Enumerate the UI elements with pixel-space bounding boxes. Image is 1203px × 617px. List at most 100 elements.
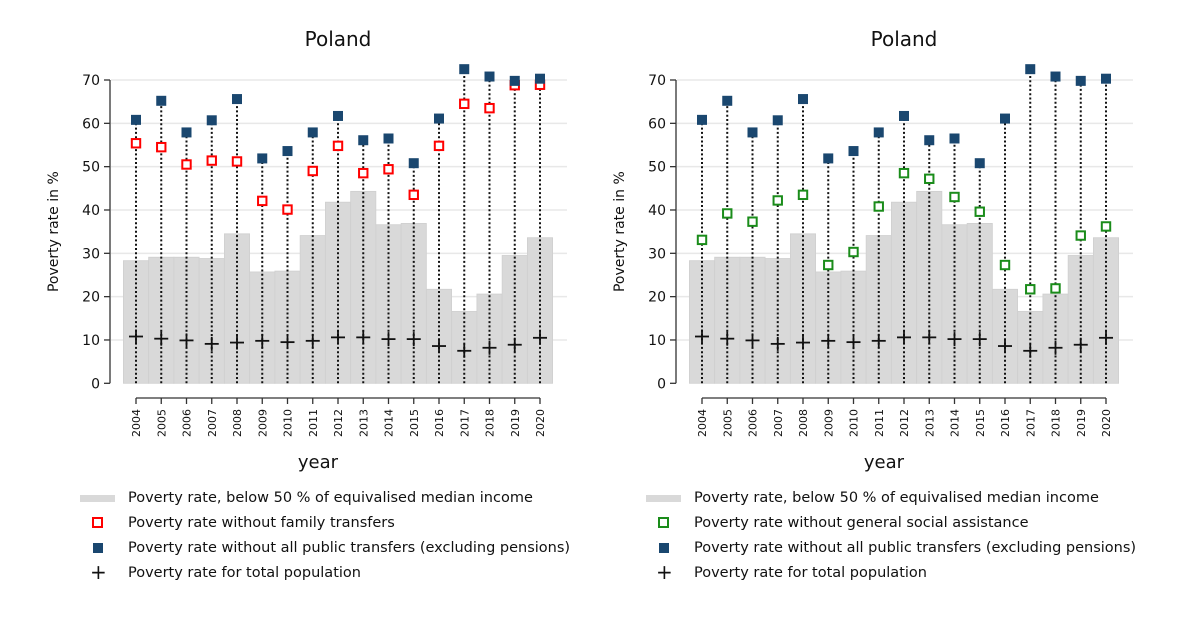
y-tick-label: 60 [82, 116, 100, 132]
plus-marker [154, 331, 169, 346]
plus-icon: + [656, 560, 673, 584]
y-tick-label: 20 [648, 290, 666, 306]
solid-square-marker [257, 153, 268, 164]
plus-marker [179, 333, 194, 348]
y-tick-label: 60 [648, 116, 666, 132]
x-tick-label: 2010 [282, 409, 295, 437]
solid-square-marker [181, 127, 192, 138]
hollow-square-marker [307, 165, 318, 177]
hollow-square-marker [924, 173, 935, 184]
hollow-square-series [696, 167, 1112, 295]
y-tick-label: 40 [648, 203, 666, 219]
x-tick-label: 2004 [696, 409, 709, 437]
hollow-square-marker [408, 189, 419, 201]
y-axis: 0 10 20 30 40 50 60 70 Poverty rate in % [612, 73, 677, 392]
x-axis-title: year [864, 452, 905, 473]
solid-square-marker [1025, 64, 1036, 75]
x-tick-label: 2018 [1050, 409, 1063, 437]
plus-marker [897, 330, 911, 345]
hollow-square-marker [772, 195, 783, 206]
x-tick-label: 2014 [383, 409, 396, 437]
plus-marker [1073, 337, 1088, 352]
hollow-square-marker [1025, 284, 1036, 295]
hollow-square-marker [1075, 230, 1086, 241]
x-tick-label: 2007 [772, 409, 785, 437]
plus-marker [922, 330, 937, 345]
hollow-square-marker [747, 216, 758, 227]
bar [400, 223, 427, 384]
y-tick-label: 10 [82, 333, 100, 349]
x-tick-label: 2011 [873, 409, 886, 437]
chart-title: Poland [305, 27, 372, 51]
y-tick-label: 0 [91, 376, 100, 392]
hollow-square-marker [181, 159, 192, 170]
solid-square-marker [333, 110, 343, 121]
hollow-square-marker [257, 195, 268, 207]
hollow-square-marker [130, 138, 142, 149]
plus-marker [871, 333, 886, 348]
x-tick-label: 2006 [181, 409, 194, 437]
solid-square-marker [307, 127, 318, 138]
plus-marker [745, 333, 760, 348]
plus-marker [720, 331, 735, 346]
solid-square-marker [383, 133, 394, 144]
legend-label: Poverty rate without general social assi… [694, 515, 1029, 531]
plus-marker [381, 332, 396, 347]
plus-marker [821, 333, 836, 348]
plus-marker [457, 343, 472, 358]
legend-label: Poverty rate, below 50 % of equivalised … [128, 490, 533, 506]
solid-square-marker [697, 114, 707, 125]
plus-marker [204, 336, 219, 351]
x-tick-label: 2019 [509, 409, 522, 437]
x-tick-label: 2007 [206, 409, 219, 437]
solid-square-marker [1101, 73, 1111, 84]
plus-marker [230, 335, 244, 350]
x-tick-label: 2008 [797, 409, 810, 437]
hollow-square-marker [156, 141, 167, 153]
solid-square-series [697, 64, 1111, 169]
plus-marker [280, 335, 295, 350]
x-tick-label: 2012 [332, 409, 345, 437]
solid-square-marker [974, 158, 985, 169]
x-axis-title: year [298, 452, 339, 473]
plus-marker [356, 330, 371, 345]
legend-label: Poverty rate for total population [694, 565, 927, 581]
hollow-square-marker [999, 259, 1011, 271]
chart-title: Poland [871, 27, 938, 51]
x-tick-label: 2005 [155, 409, 168, 437]
plus-marker [482, 340, 497, 355]
plus-marker [796, 335, 810, 350]
hollow-square-red-icon [92, 517, 103, 528]
x-tick-label: 2016 [999, 409, 1012, 437]
x-tick-label: 2012 [898, 409, 911, 437]
legend-label: Poverty rate without all public transfer… [694, 540, 1137, 556]
plus-marker [947, 332, 962, 347]
hollow-square-marker [848, 246, 859, 258]
x-tick-label: 2008 [231, 409, 244, 437]
y-tick-label: 40 [82, 203, 100, 219]
chart-right: Poland 0 10 20 30 40 50 60 70 Poverty rate in % 20… [566, 0, 1166, 617]
plus-marker [770, 336, 785, 351]
plus-series [129, 329, 547, 358]
hollow-square-marker [433, 140, 445, 152]
x-tick-label: 2019 [1075, 409, 1088, 437]
legend-bar-swatch [646, 495, 681, 502]
x-tick-label: 2010 [848, 409, 861, 437]
plus-marker [255, 333, 270, 348]
hollow-square-marker [484, 102, 495, 114]
x-axis: 2004 2005 2006 2007 2008 2009 2010 2011 2012 2013… [130, 397, 547, 473]
bar [501, 255, 528, 384]
hollow-square-marker [1050, 283, 1061, 294]
plus-marker [432, 339, 446, 354]
solid-square-marker [772, 115, 783, 126]
bar [966, 223, 993, 384]
solid-square-blue-icon [659, 543, 669, 553]
plus-marker [998, 339, 1012, 354]
x-tick-label: 2011 [307, 409, 320, 437]
hollow-square-marker [358, 167, 369, 179]
hollow-square-marker [873, 201, 884, 212]
hollow-square-marker [696, 234, 708, 246]
hollow-square-marker [949, 191, 960, 203]
y-tick-label: 10 [648, 333, 666, 349]
legend-label: Poverty rate without family transfers [128, 515, 395, 531]
